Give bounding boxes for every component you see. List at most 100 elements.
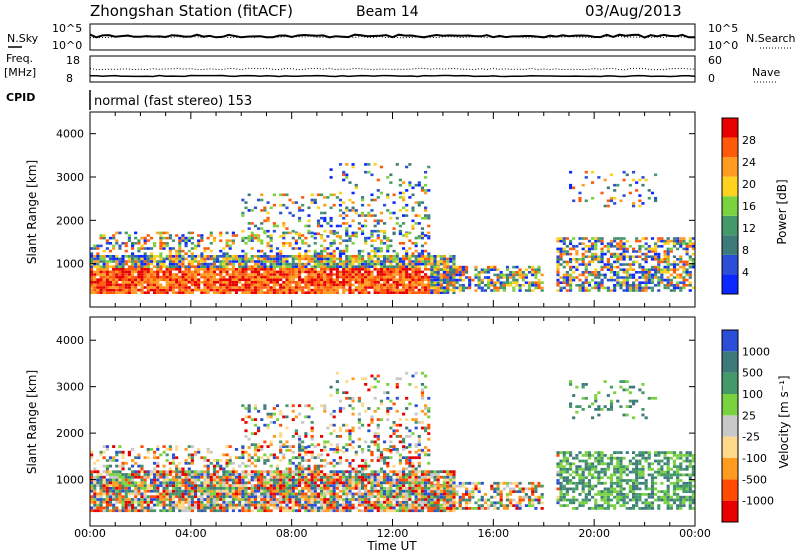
- power-cell-2686: [623, 268, 626, 271]
- velocity-cell-466: [200, 509, 203, 512]
- velocity-cell-1214: [374, 504, 377, 507]
- power-cell-61: [103, 281, 106, 284]
- power-cell-2111: [402, 196, 405, 199]
- velocity-cell-741: [263, 501, 266, 504]
- power-cell-1795: [307, 250, 310, 253]
- velocity-cell-1636: [156, 445, 159, 448]
- velocity-cell-487: [203, 484, 206, 487]
- power-cell-1722: [226, 239, 229, 242]
- power-cell-2591: [601, 287, 604, 290]
- power-cell-1639: [153, 242, 156, 245]
- power-cell-2774: [645, 274, 648, 277]
- velocity-cell-816: [279, 484, 282, 487]
- power-cell-925: [301, 258, 304, 261]
- power-cell-2272: [465, 268, 468, 271]
- power-cell-547: [216, 286, 219, 289]
- power-cell-2376: [519, 268, 522, 271]
- power-cell-2072: [370, 199, 373, 202]
- velocity-cell-669: [244, 481, 247, 484]
- velocity-cell-220: [140, 487, 143, 490]
- power-cell-1153: [355, 265, 358, 268]
- power-cell-1175: [361, 284, 364, 287]
- power-cell-571: [222, 289, 225, 292]
- power-cell-1641: [159, 252, 162, 255]
- power-cell-463: [194, 258, 197, 261]
- power-cell-727: [257, 273, 260, 276]
- velocity-cell-779: [270, 470, 273, 473]
- power-cell-1493: [434, 263, 437, 266]
- velocity-cell-133: [118, 473, 121, 476]
- power-cell-175: [128, 276, 131, 279]
- power-cell-539: [213, 268, 216, 271]
- power-cell-2888: [670, 240, 673, 243]
- power-cell-2046: [352, 207, 355, 210]
- power-cell-513: [207, 265, 210, 268]
- power-cell-1282: [386, 284, 389, 287]
- power-cell-687: [248, 273, 251, 276]
- velocity-cell-366: [175, 473, 178, 476]
- velocity-cell-568: [222, 495, 225, 498]
- power-cell-1461: [427, 281, 430, 284]
- power-cell-1088: [339, 260, 342, 263]
- power-cell-2315: [490, 279, 493, 282]
- power-cell-1942: [267, 212, 270, 215]
- power-cell-177: [128, 271, 131, 274]
- power-cell-1703: [203, 250, 206, 253]
- power-cell-2305: [487, 284, 490, 287]
- power-cell-1614: [131, 247, 134, 250]
- velocity-cell-684: [251, 509, 254, 512]
- power-cell-125: [115, 260, 118, 263]
- velocity-cell-396: [185, 509, 188, 512]
- power-cell-502: [203, 255, 206, 258]
- power-cell-193: [131, 265, 134, 268]
- power-cell-1600: [115, 239, 118, 242]
- power-cell-1896: [415, 242, 418, 245]
- power-cell-2143: [427, 214, 430, 217]
- power-cell-634: [235, 268, 238, 271]
- power-cell-2637: [610, 240, 613, 243]
- power-cell-2513: [582, 289, 585, 292]
- velocity-cell-1014: [323, 473, 326, 476]
- power-cell-1349: [402, 289, 405, 292]
- velocity-cell-1709: [232, 462, 235, 465]
- velocity-cell-279: [156, 495, 159, 498]
- velocity-cell-1721: [244, 451, 247, 454]
- power-cell-602: [229, 281, 232, 284]
- velocity-cell-1710: [235, 456, 238, 459]
- power-cell-1587: [103, 237, 106, 240]
- power-cell-866: [289, 281, 292, 284]
- power-cell-1256: [380, 276, 383, 279]
- power-cell-1275: [383, 263, 386, 266]
- power-cell-506: [207, 284, 210, 287]
- power-cell-1819: [333, 250, 336, 253]
- power-cell-186: [131, 284, 134, 287]
- power-cell-1460: [427, 284, 430, 287]
- velocity-cell-110: [115, 501, 118, 504]
- power-cell-2304: [487, 287, 490, 290]
- velocity-cell-910: [301, 493, 304, 496]
- power-cell-3022: [638, 200, 641, 203]
- power-cell-453: [194, 286, 197, 289]
- power-cell-1559: [449, 258, 452, 261]
- velocity-cell-551: [219, 509, 222, 512]
- power-cell-2704: [626, 268, 629, 271]
- velocity-cell-953: [311, 484, 314, 487]
- power-cell-2138: [424, 209, 427, 212]
- power-cell-1030: [326, 278, 329, 281]
- power-cell-2107: [402, 222, 405, 225]
- power-cell-430: [188, 278, 191, 281]
- velocity-cell-499: [207, 490, 210, 493]
- power-cell-774: [267, 260, 270, 263]
- power-cell-313: [159, 276, 162, 279]
- power-cell-837: [282, 281, 285, 284]
- velocity-cell-652: [241, 487, 244, 490]
- power-cell-535: [213, 278, 216, 281]
- power-cell-603: [229, 278, 232, 281]
- power-cell-674: [244, 268, 247, 271]
- velocity-cell-92: [109, 473, 112, 476]
- power-cell-473: [197, 265, 200, 268]
- velocity-cell-1777: [298, 454, 301, 457]
- power-cell-2249: [456, 271, 459, 274]
- freq-series: [90, 76, 695, 77]
- velocity-cell-410: [188, 509, 191, 512]
